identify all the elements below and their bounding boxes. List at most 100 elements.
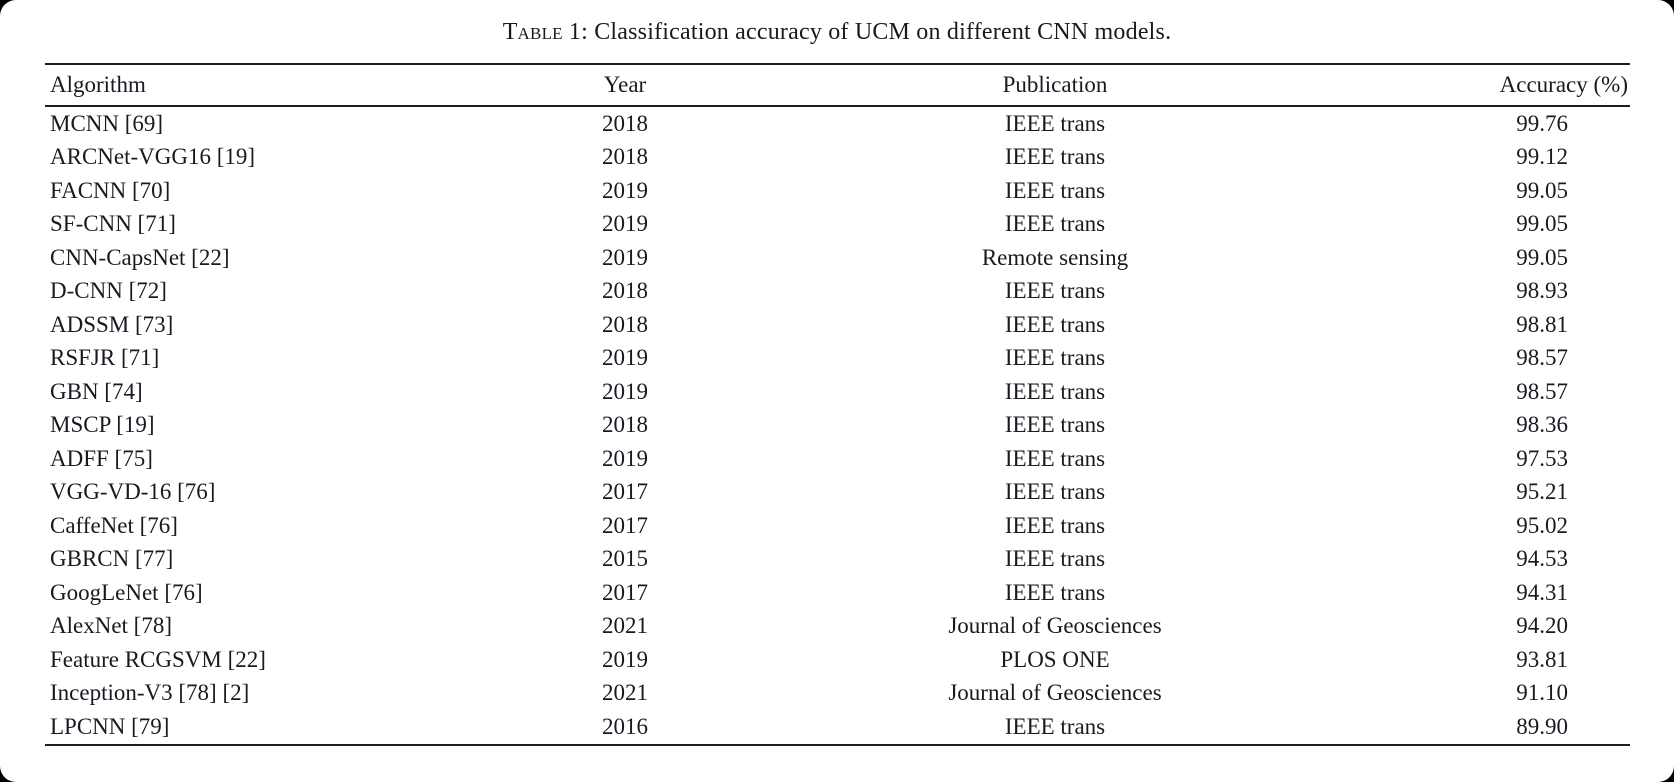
cell-accuracy: 94.31: [1516, 579, 1568, 605]
cell-year: 2019: [602, 345, 648, 371]
cell-algorithm: GBRCN [77]: [50, 546, 174, 572]
cell-year: 2018: [602, 110, 648, 136]
column-header-year: Year: [435, 64, 815, 107]
cell-publication: PLOS ONE: [1000, 646, 1110, 672]
cell-publication: Remote sensing: [981, 244, 1129, 270]
cell-year: 2017: [602, 579, 648, 605]
cell-algorithm: Inception-V3 [78] [2]: [50, 680, 250, 706]
cell-accuracy: 89.90: [1295, 710, 1630, 746]
table-caption-label: Table 1:: [502, 19, 588, 45]
cell-year: 2021: [602, 680, 648, 706]
cell-publication: IEEE trans: [1004, 144, 1106, 170]
cell-publication: IEEE trans: [1004, 311, 1106, 337]
cell-publication: IEEE trans: [1004, 378, 1106, 404]
cell-publication: Journal of Geosciences: [948, 613, 1162, 639]
cell-year: 2017: [602, 512, 648, 538]
table-caption-text: Classification accuracy of UCM on differ…: [588, 19, 1172, 45]
table-row: CaffeNet [76] 2017 IEEE trans 95.02: [45, 509, 1630, 543]
cell-publication: IEEE trans: [1004, 345, 1106, 371]
cell-algorithm: ARCNet-VGG16 [19]: [50, 144, 256, 170]
cell-year: 2016: [435, 710, 815, 746]
cell-algorithm: VGG-VD-16 [76]: [50, 479, 216, 505]
cell-accuracy: 98.57: [1516, 345, 1568, 371]
table-row: ADFF [75] 2019 IEEE trans 97.53: [45, 442, 1630, 476]
cell-year: 2019: [602, 211, 648, 237]
column-header-publication: Publication: [815, 64, 1295, 107]
cell-algorithm: RSFJR [71]: [50, 345, 160, 371]
table-row: ADSSM [73] 2018 IEEE trans 98.81: [45, 308, 1630, 342]
table-row: D-CNN [72] 2018 IEEE trans 98.93: [45, 275, 1630, 309]
cell-algorithm: MSCP [19]: [50, 412, 155, 438]
cell-algorithm: Feature RCGSVM [22]: [50, 646, 266, 672]
cell-publication: IEEE trans: [1004, 110, 1106, 136]
cell-algorithm: FACNN [70]: [50, 177, 171, 203]
table-row: MSCP [19] 2018 IEEE trans 98.36: [45, 409, 1630, 443]
cell-accuracy: 95.02: [1516, 512, 1568, 538]
table-body: MCNN [69] 2018 IEEE trans 99.76 ARCNet-V…: [45, 106, 1630, 746]
cell-accuracy: 98.36: [1516, 412, 1568, 438]
table-row: GBRCN [77] 2015 IEEE trans 94.53: [45, 543, 1630, 577]
table-row: ARCNet-VGG16 [19] 2018 IEEE trans 99.12: [45, 141, 1630, 175]
table-row: FACNN [70] 2019 IEEE trans 99.05: [45, 174, 1630, 208]
cell-year: 2019: [602, 177, 648, 203]
cell-algorithm: CaffeNet [76]: [50, 512, 178, 538]
cell-accuracy: 94.20: [1516, 613, 1568, 639]
cell-publication: IEEE trans: [815, 710, 1295, 746]
cell-year: 2017: [602, 479, 648, 505]
cell-accuracy: 91.10: [1516, 680, 1568, 706]
cell-accuracy: 99.12: [1516, 144, 1568, 170]
cell-year: 2019: [602, 378, 648, 404]
table-row: RSFJR [71] 2019 IEEE trans 98.57: [45, 342, 1630, 376]
cell-year: 2019: [602, 445, 648, 471]
cell-accuracy: 93.81: [1516, 646, 1568, 672]
cell-algorithm: ADFF [75]: [50, 445, 153, 471]
cell-algorithm: GoogLeNet [76]: [50, 579, 203, 605]
table-row: GBN [74] 2019 IEEE trans 98.57: [45, 375, 1630, 409]
cell-algorithm: D-CNN [72]: [50, 278, 167, 304]
cell-year: 2018: [602, 412, 648, 438]
table-row: SF-CNN [71] 2019 IEEE trans 99.05: [45, 208, 1630, 242]
cell-accuracy: 98.93: [1516, 278, 1568, 304]
cell-publication: IEEE trans: [1004, 177, 1106, 203]
table-header-row: Algorithm Year Publication Accuracy (%): [45, 64, 1630, 107]
cell-algorithm: AlexNet [78]: [50, 613, 172, 639]
table-row: GoogLeNet [76] 2017 IEEE trans 94.31: [45, 576, 1630, 610]
table-row: LPCNN [79] 2016 IEEE trans 89.90: [45, 710, 1630, 746]
table-row: Inception-V3 [78] [2] 2021 Journal of Ge…: [45, 677, 1630, 711]
cell-publication: Journal of Geosciences: [948, 680, 1162, 706]
table-caption: Table 1: Classification accuracy of UCM …: [0, 19, 1674, 46]
cell-accuracy: 99.76: [1516, 110, 1568, 136]
column-header-accuracy: Accuracy (%): [1295, 64, 1630, 107]
cell-accuracy: 94.53: [1516, 546, 1568, 572]
cell-algorithm: CNN-CapsNet [22]: [50, 244, 230, 270]
table-row: Feature RCGSVM [22] 2019 PLOS ONE 93.81: [45, 643, 1630, 677]
cell-year: 2018: [602, 144, 648, 170]
cell-algorithm: MCNN [69]: [50, 110, 164, 136]
cell-algorithm: LPCNN [79]: [45, 710, 435, 746]
cell-year: 2019: [602, 646, 648, 672]
cell-publication: IEEE trans: [1004, 211, 1106, 237]
cell-accuracy: 99.05: [1516, 244, 1568, 270]
table-row: AlexNet [78] 2021 Journal of Geosciences…: [45, 610, 1630, 644]
cell-publication: IEEE trans: [1004, 546, 1106, 572]
cell-year: 2015: [602, 546, 648, 572]
cell-accuracy: 98.57: [1516, 378, 1568, 404]
cell-publication: IEEE trans: [1004, 445, 1106, 471]
table-row: MCNN [69] 2018 IEEE trans 99.76: [45, 106, 1630, 141]
column-header-algorithm: Algorithm: [45, 64, 435, 107]
cell-publication: IEEE trans: [1004, 512, 1106, 538]
cell-accuracy: 95.21: [1516, 479, 1568, 505]
cell-year: 2021: [602, 613, 648, 639]
classification-accuracy-table: Algorithm Year Publication Accuracy (%) …: [45, 63, 1630, 746]
cell-accuracy: 99.05: [1516, 211, 1568, 237]
table-row: VGG-VD-16 [76] 2017 IEEE trans 95.21: [45, 476, 1630, 510]
cell-algorithm: SF-CNN [71]: [50, 211, 176, 237]
cell-publication: IEEE trans: [1004, 479, 1106, 505]
cell-algorithm: GBN [74]: [50, 378, 143, 404]
cell-year: 2019: [602, 244, 648, 270]
cell-year: 2018: [602, 311, 648, 337]
cell-year: 2018: [602, 278, 648, 304]
cell-accuracy: 98.81: [1516, 311, 1568, 337]
cell-accuracy: 99.05: [1516, 177, 1568, 203]
